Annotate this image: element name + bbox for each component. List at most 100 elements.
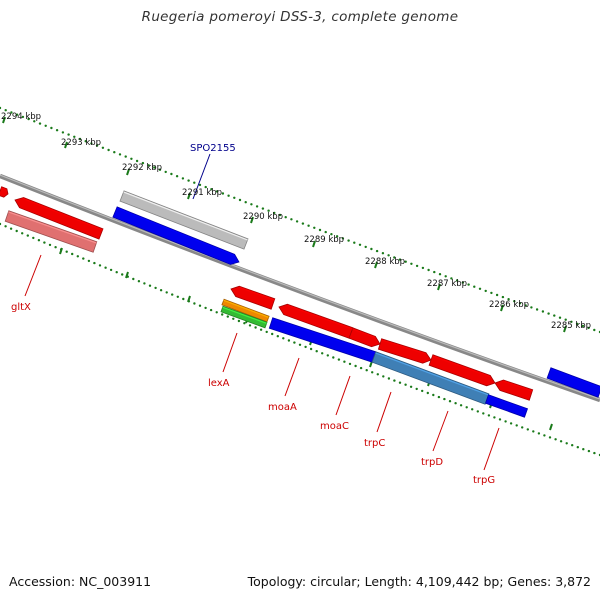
track-dot: [587, 326, 590, 330]
track-dot: [459, 404, 463, 407]
gene-label-trpD[interactable]: trpD: [421, 457, 443, 468]
track-dot: [290, 218, 293, 221]
track-dot: [501, 295, 505, 299]
track-dot: [37, 239, 41, 242]
track-dot: [415, 264, 419, 268]
track-dot: [284, 216, 287, 219]
gene-features[interactable]: [0, 186, 600, 418]
track-dot: [353, 241, 356, 244]
track-dot: [524, 304, 527, 307]
track-dot: [54, 246, 57, 249]
track-dot: [158, 168, 162, 171]
track-dot: [487, 414, 491, 417]
track-dot: [209, 308, 213, 312]
track-dot: [32, 236, 35, 240]
track-dot: [476, 410, 479, 413]
gene-label-moaA[interactable]: moaA: [268, 402, 297, 413]
accession-text: Accession: NC_003911: [9, 574, 152, 589]
track-dot: [109, 268, 113, 272]
track-dot: [341, 237, 345, 240]
track-dot: [570, 320, 573, 323]
track-dot: [93, 261, 96, 265]
track-dot: [495, 293, 499, 297]
gene-feature-SPO2155-sheen: [123, 191, 248, 241]
scale-tick: [59, 247, 63, 255]
track-dot: [493, 416, 496, 419]
track-dot: [0, 222, 2, 226]
gene-label-lexA[interactable]: lexA: [208, 378, 230, 389]
track-dot: [115, 271, 118, 274]
track-dot: [593, 328, 596, 332]
scale-label: 2285 kbp: [551, 321, 591, 331]
track-dot: [148, 284, 152, 287]
gene-feature: [348, 327, 381, 348]
track-dot: [287, 339, 291, 342]
gene-feature: [14, 197, 104, 240]
track-dot: [387, 254, 390, 257]
track-dot: [571, 444, 574, 447]
scale-label: 2287 kbp: [427, 279, 467, 289]
scale-tick: [125, 271, 129, 279]
track-dot: [276, 335, 279, 338]
track-dot: [358, 243, 362, 246]
track-dot: [398, 258, 402, 261]
track-dot: [135, 159, 139, 163]
gene-feature-sheen: [223, 299, 269, 318]
track-dot: [282, 337, 285, 340]
track-dot: [165, 291, 168, 294]
track-dot: [175, 175, 179, 178]
track-dot: [404, 383, 407, 386]
track-dot: [267, 209, 270, 212]
gene-label-moaC[interactable]: moaC: [320, 421, 349, 432]
track-dot: [576, 446, 579, 449]
gene-label-trpG[interactable]: trpG: [473, 475, 495, 486]
track-dot: [198, 304, 202, 307]
track-dot: [543, 434, 546, 437]
track-dot: [575, 322, 579, 325]
track-dot: [227, 194, 230, 197]
scale-tick: [549, 423, 553, 431]
scale-tick: [64, 141, 68, 149]
track-dot: [48, 243, 52, 247]
track-dot: [107, 148, 110, 152]
track-dot: [371, 371, 374, 374]
highlighted-gene-label[interactable]: SPO2155: [190, 143, 236, 154]
gene-feature-sheen: [502, 380, 533, 392]
track-dot: [409, 385, 413, 388]
track-dot: [154, 286, 157, 290]
leader-line: [192, 153, 211, 200]
track-dot: [467, 283, 470, 286]
track-dot: [354, 364, 357, 368]
track-dot: [433, 270, 436, 274]
scale-label: 2286 kbp: [489, 300, 529, 310]
track-dot: [548, 436, 552, 439]
track-dot: [587, 449, 591, 453]
scale-tick: [563, 325, 567, 333]
track-dot: [565, 442, 568, 445]
track-dot: [9, 227, 13, 230]
track-dot: [73, 135, 76, 138]
gene-label-trpC[interactable]: trpC: [364, 438, 385, 449]
scale-tick: [250, 216, 254, 224]
track-dot: [359, 366, 363, 370]
track-dot: [426, 391, 429, 395]
track-dot: [118, 153, 122, 156]
track-dot: [450, 277, 453, 280]
scale-ticks: [2, 116, 567, 431]
gene-feature-sheen: [352, 328, 376, 339]
gene-label-gltX[interactable]: gltX: [11, 302, 31, 313]
track-dot: [582, 448, 585, 451]
track-dot: [309, 347, 313, 351]
track-dot: [301, 222, 305, 225]
track-dot: [348, 362, 352, 366]
leader-line: [432, 410, 449, 452]
track-dot: [532, 430, 535, 433]
scale-label: 2291 kbp: [182, 188, 222, 198]
track-dot: [437, 395, 441, 399]
track-dot: [295, 220, 299, 223]
track-dot: [15, 113, 19, 116]
track-dot: [254, 326, 257, 329]
track-dot: [381, 252, 385, 255]
track-dot: [243, 322, 246, 325]
